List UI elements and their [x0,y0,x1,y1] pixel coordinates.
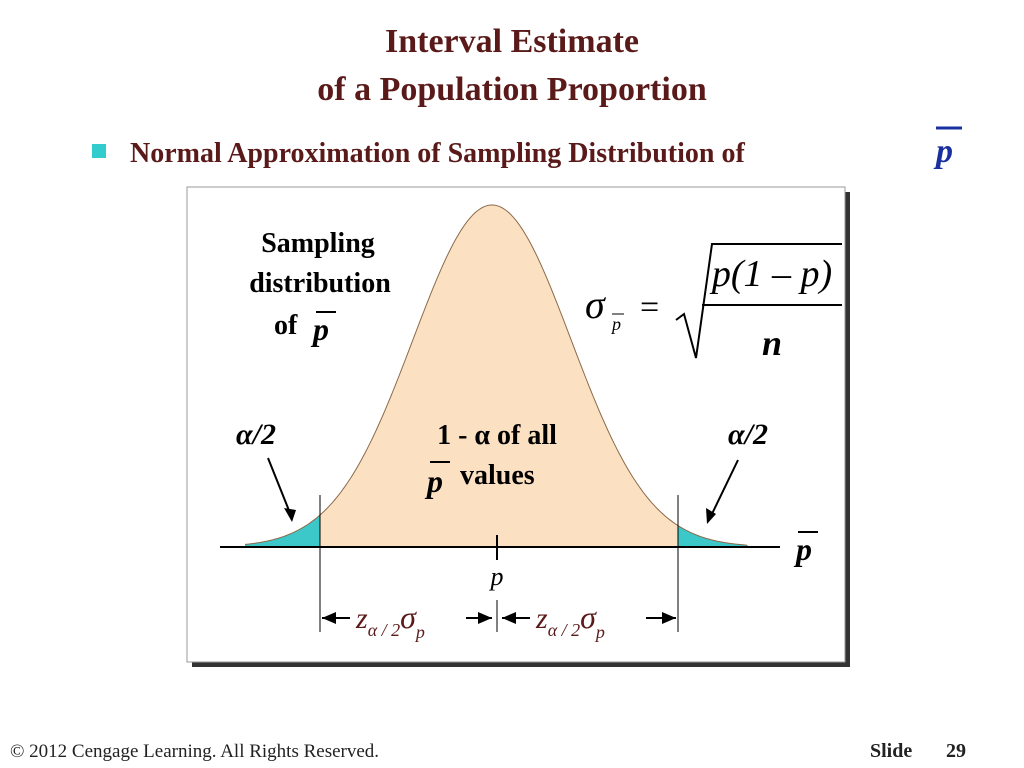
arrowhead [706,508,716,524]
curve-label: Sampling [261,228,375,259]
label-bg [350,596,466,636]
center-label: values [460,460,535,491]
curve-label: distribution [249,268,391,299]
margin-label: zα / 2σp [535,599,605,642]
formula-sigma: σ [585,282,606,327]
arrow [709,459,739,519]
curve-label: of [274,310,298,341]
formula-equals: = [640,289,659,326]
left-tail-label: α/2 [236,418,276,451]
right-tail [678,525,748,547]
right-tail-label: α/2 [728,418,768,451]
bullet-marker [92,144,106,158]
title: of a Population Proportion [317,71,707,108]
margin-label: zα / 2σp [355,599,425,642]
formula-numerator: p(1 – p) [709,253,832,295]
center-symbol: p [424,463,443,499]
formula-subscript: p [610,314,621,334]
left-tail [245,515,320,547]
center-area [320,205,678,547]
slide-number: 29 [946,740,966,762]
radical [675,243,842,359]
curve-group [244,204,748,547]
arrowhead [284,508,296,522]
bullet-text: Normal Approximation of Sampling Distrib… [130,138,745,169]
copyright: © 2012 Cengage Learning. All Rights Rese… [10,741,379,762]
slide-label: Slide [870,740,912,762]
curve-outline [244,204,748,546]
center-label: 1 - α of all [437,420,557,451]
bullet-symbol: p [933,133,953,170]
arrow [267,457,293,519]
axis-label: p [793,531,812,567]
title: Interval Estimate [385,23,639,60]
curve-label-symbol: p [310,311,329,347]
mean-label: p [489,562,504,591]
formula-denominator: n [762,323,782,363]
label-bg [530,596,646,636]
